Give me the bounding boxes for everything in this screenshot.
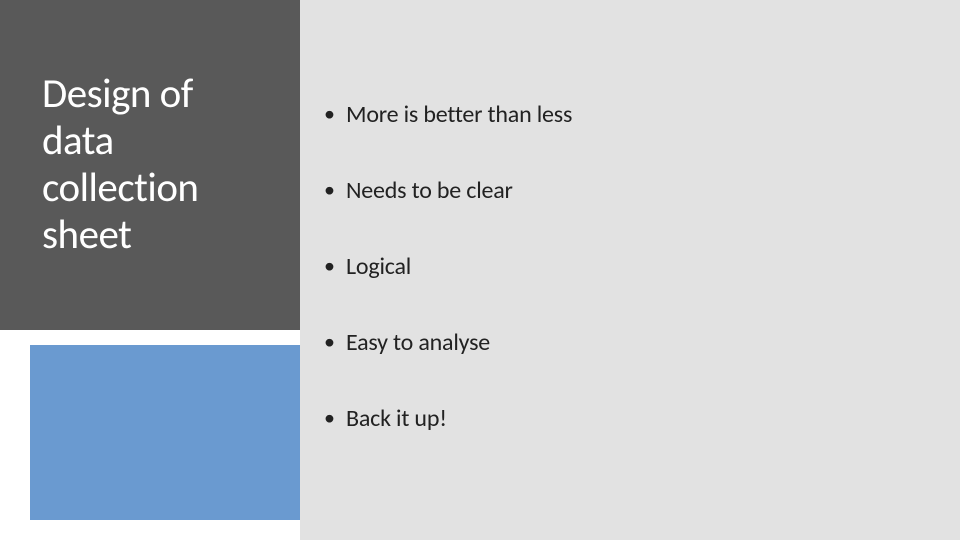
title-box: Design of data collection sheet	[0, 0, 300, 330]
bullet-item: Logical	[322, 252, 902, 281]
slide-title: Design of data collection sheet	[42, 71, 272, 260]
bullet-item: Back it up!	[322, 404, 902, 433]
bullet-item: Needs to be clear	[322, 176, 902, 205]
accent-box	[30, 345, 300, 520]
bullet-list: More is better than less Needs to be cle…	[322, 100, 902, 480]
bullet-item: More is better than less	[322, 100, 902, 129]
slide: Design of data collection sheet More is …	[0, 0, 960, 540]
bullet-item: Easy to analyse	[322, 328, 902, 357]
